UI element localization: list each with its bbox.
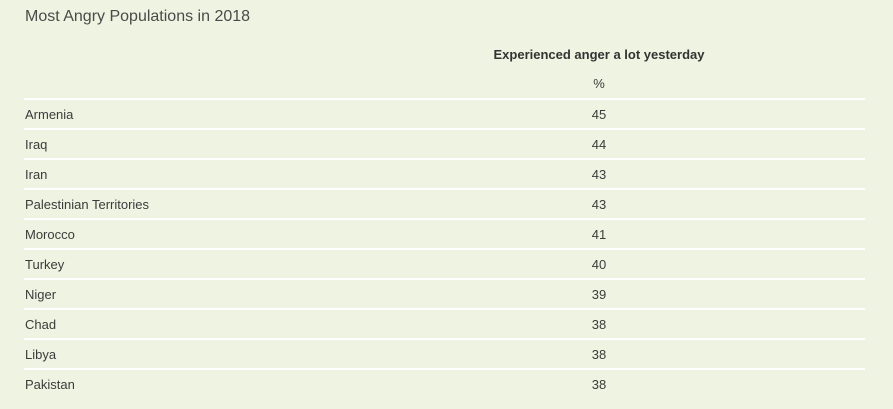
table-row: Niger 39: [24, 278, 865, 308]
value-label: 38: [591, 317, 607, 332]
value-label: 43: [591, 167, 607, 182]
country-label: Palestinian Territories: [25, 197, 150, 212]
table-row: Morocco 41: [24, 218, 865, 248]
column-header: Experienced anger a lot yesterday: [493, 47, 705, 62]
country-label: Pakistan: [25, 377, 75, 392]
data-table: Armenia 45 Iraq 44 Iran 43 Palestinian Territo…: [24, 98, 865, 398]
country-label: Turkey: [25, 257, 65, 272]
country-label: Iran: [25, 167, 48, 182]
table-row: Turkey 40: [24, 248, 865, 278]
value-label: 40: [591, 257, 607, 272]
country-label: Chad: [25, 317, 57, 332]
table-row: Libya 38: [24, 338, 865, 368]
table-row: Palestinian Territories 43: [24, 188, 865, 218]
value-label: 38: [591, 347, 607, 362]
value-label: 44: [591, 137, 607, 152]
country-label: Morocco: [25, 227, 75, 242]
table-row: Pakistan 38: [24, 368, 865, 398]
table-row: Chad 38: [24, 308, 865, 338]
column-unit: %: [593, 76, 605, 91]
country-label: Armenia: [25, 107, 74, 122]
table-row: Iran 43: [24, 158, 865, 188]
value-label: 38: [591, 377, 607, 392]
value-label: 39: [591, 287, 607, 302]
value-label: 41: [591, 227, 607, 242]
value-label: 43: [591, 197, 607, 212]
country-label: Iraq: [25, 137, 48, 152]
chart-title: Most Angry Populations in 2018: [25, 8, 251, 25]
country-label: Libya: [25, 347, 57, 362]
table-row: Armenia 45: [24, 98, 865, 128]
value-label: 45: [591, 107, 607, 122]
table-row: Iraq 44: [24, 128, 865, 158]
country-label: Niger: [25, 287, 57, 302]
